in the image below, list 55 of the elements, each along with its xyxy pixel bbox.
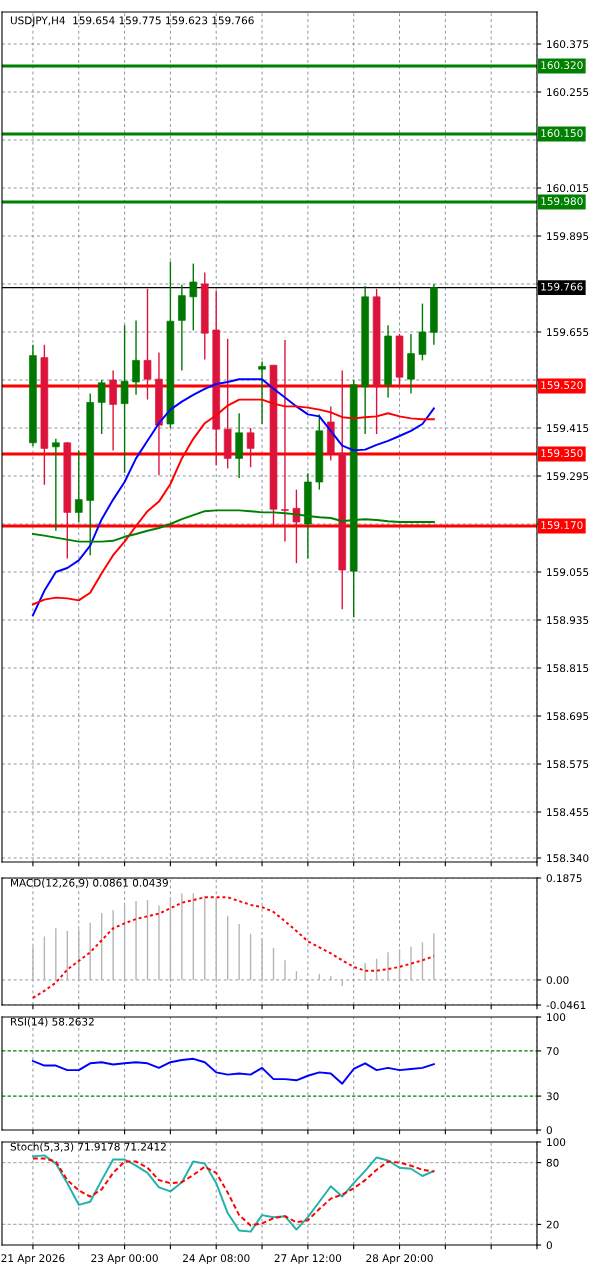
y-tick-label: -0.0461 bbox=[546, 1001, 586, 1010]
y-tick-label: 158.815 bbox=[547, 664, 589, 673]
y-tick-label: 158.340 bbox=[547, 854, 589, 863]
y-tick-label: 100 bbox=[547, 1013, 566, 1022]
candlestick bbox=[52, 438, 60, 532]
y-tick-label: 80 bbox=[546, 1158, 559, 1167]
y-tick-label: 30 bbox=[546, 1092, 559, 1101]
ref-line-label: 160.320 bbox=[541, 61, 583, 70]
y-tick-label: 0.1875 bbox=[546, 874, 582, 883]
candlestick bbox=[189, 262, 198, 332]
y-tick-label: 160.375 bbox=[547, 40, 589, 49]
candlestick bbox=[74, 449, 83, 523]
y-tick-label: 0 bbox=[546, 1126, 552, 1135]
x-tick-label: 27 Apr 12:00 bbox=[274, 1254, 342, 1265]
ref-line-label: 159.350 bbox=[541, 449, 583, 458]
chart-title: USDJPY,H4 159.654 159.775 159.623 159.766 bbox=[10, 16, 254, 27]
ref-line-label: 160.150 bbox=[541, 129, 583, 138]
chart-title: Stoch(5,3,3) 71.9178 71.2412 bbox=[10, 1142, 166, 1152]
y-tick-label: 158.575 bbox=[547, 760, 589, 769]
y-tick-label: 159.295 bbox=[547, 472, 589, 481]
y-tick-label: 158.695 bbox=[547, 712, 589, 721]
y-tick-label: 0.00 bbox=[546, 976, 569, 985]
y-tick-label: 159.415 bbox=[547, 424, 589, 433]
y-tick-label: 159.055 bbox=[547, 568, 589, 577]
candlestick bbox=[258, 360, 266, 425]
y-tick-label: 0 bbox=[546, 1241, 552, 1250]
y-tick-label: 158.455 bbox=[547, 808, 589, 817]
y-tick-label: 20 bbox=[546, 1220, 559, 1229]
candlestick bbox=[97, 379, 106, 435]
chart-title: RSI(14) 58.2632 bbox=[11, 1017, 94, 1027]
candlestick bbox=[132, 319, 140, 396]
candlestick bbox=[246, 427, 255, 468]
y-tick-label: 160.015 bbox=[547, 184, 589, 193]
y-tick-label: 160.255 bbox=[547, 88, 589, 97]
line-series bbox=[31, 1057, 435, 1085]
candlestick bbox=[281, 339, 289, 543]
x-tick-label: 21 Apr 2026 bbox=[1, 1254, 65, 1265]
y-tick-label: 159.655 bbox=[547, 328, 589, 337]
candlestick bbox=[143, 288, 152, 401]
x-tick-label: 24 Apr 08:00 bbox=[183, 1254, 250, 1265]
candlestick bbox=[120, 324, 129, 474]
candlestick bbox=[418, 302, 427, 362]
y-tick-label: 100 bbox=[547, 1138, 566, 1147]
ref-line-label: 159.520 bbox=[541, 381, 583, 390]
ref-line-label: 159.980 bbox=[541, 197, 583, 206]
ref-line-label: 159.766 bbox=[541, 282, 583, 291]
ref-line-label: 159.170 bbox=[541, 521, 583, 530]
x-tick-label: 28 Apr 20:00 bbox=[366, 1254, 433, 1265]
chart-title: MACD(12,26,9) 0.0861 0.0439 bbox=[11, 878, 168, 888]
y-tick-label: 70 bbox=[546, 1047, 559, 1056]
y-tick-label: 159.895 bbox=[547, 232, 589, 241]
candlestick bbox=[292, 488, 301, 564]
line-series bbox=[31, 896, 435, 999]
y-tick-label: 158.935 bbox=[547, 616, 589, 625]
x-tick-label: 23 Apr 00:00 bbox=[91, 1254, 158, 1265]
